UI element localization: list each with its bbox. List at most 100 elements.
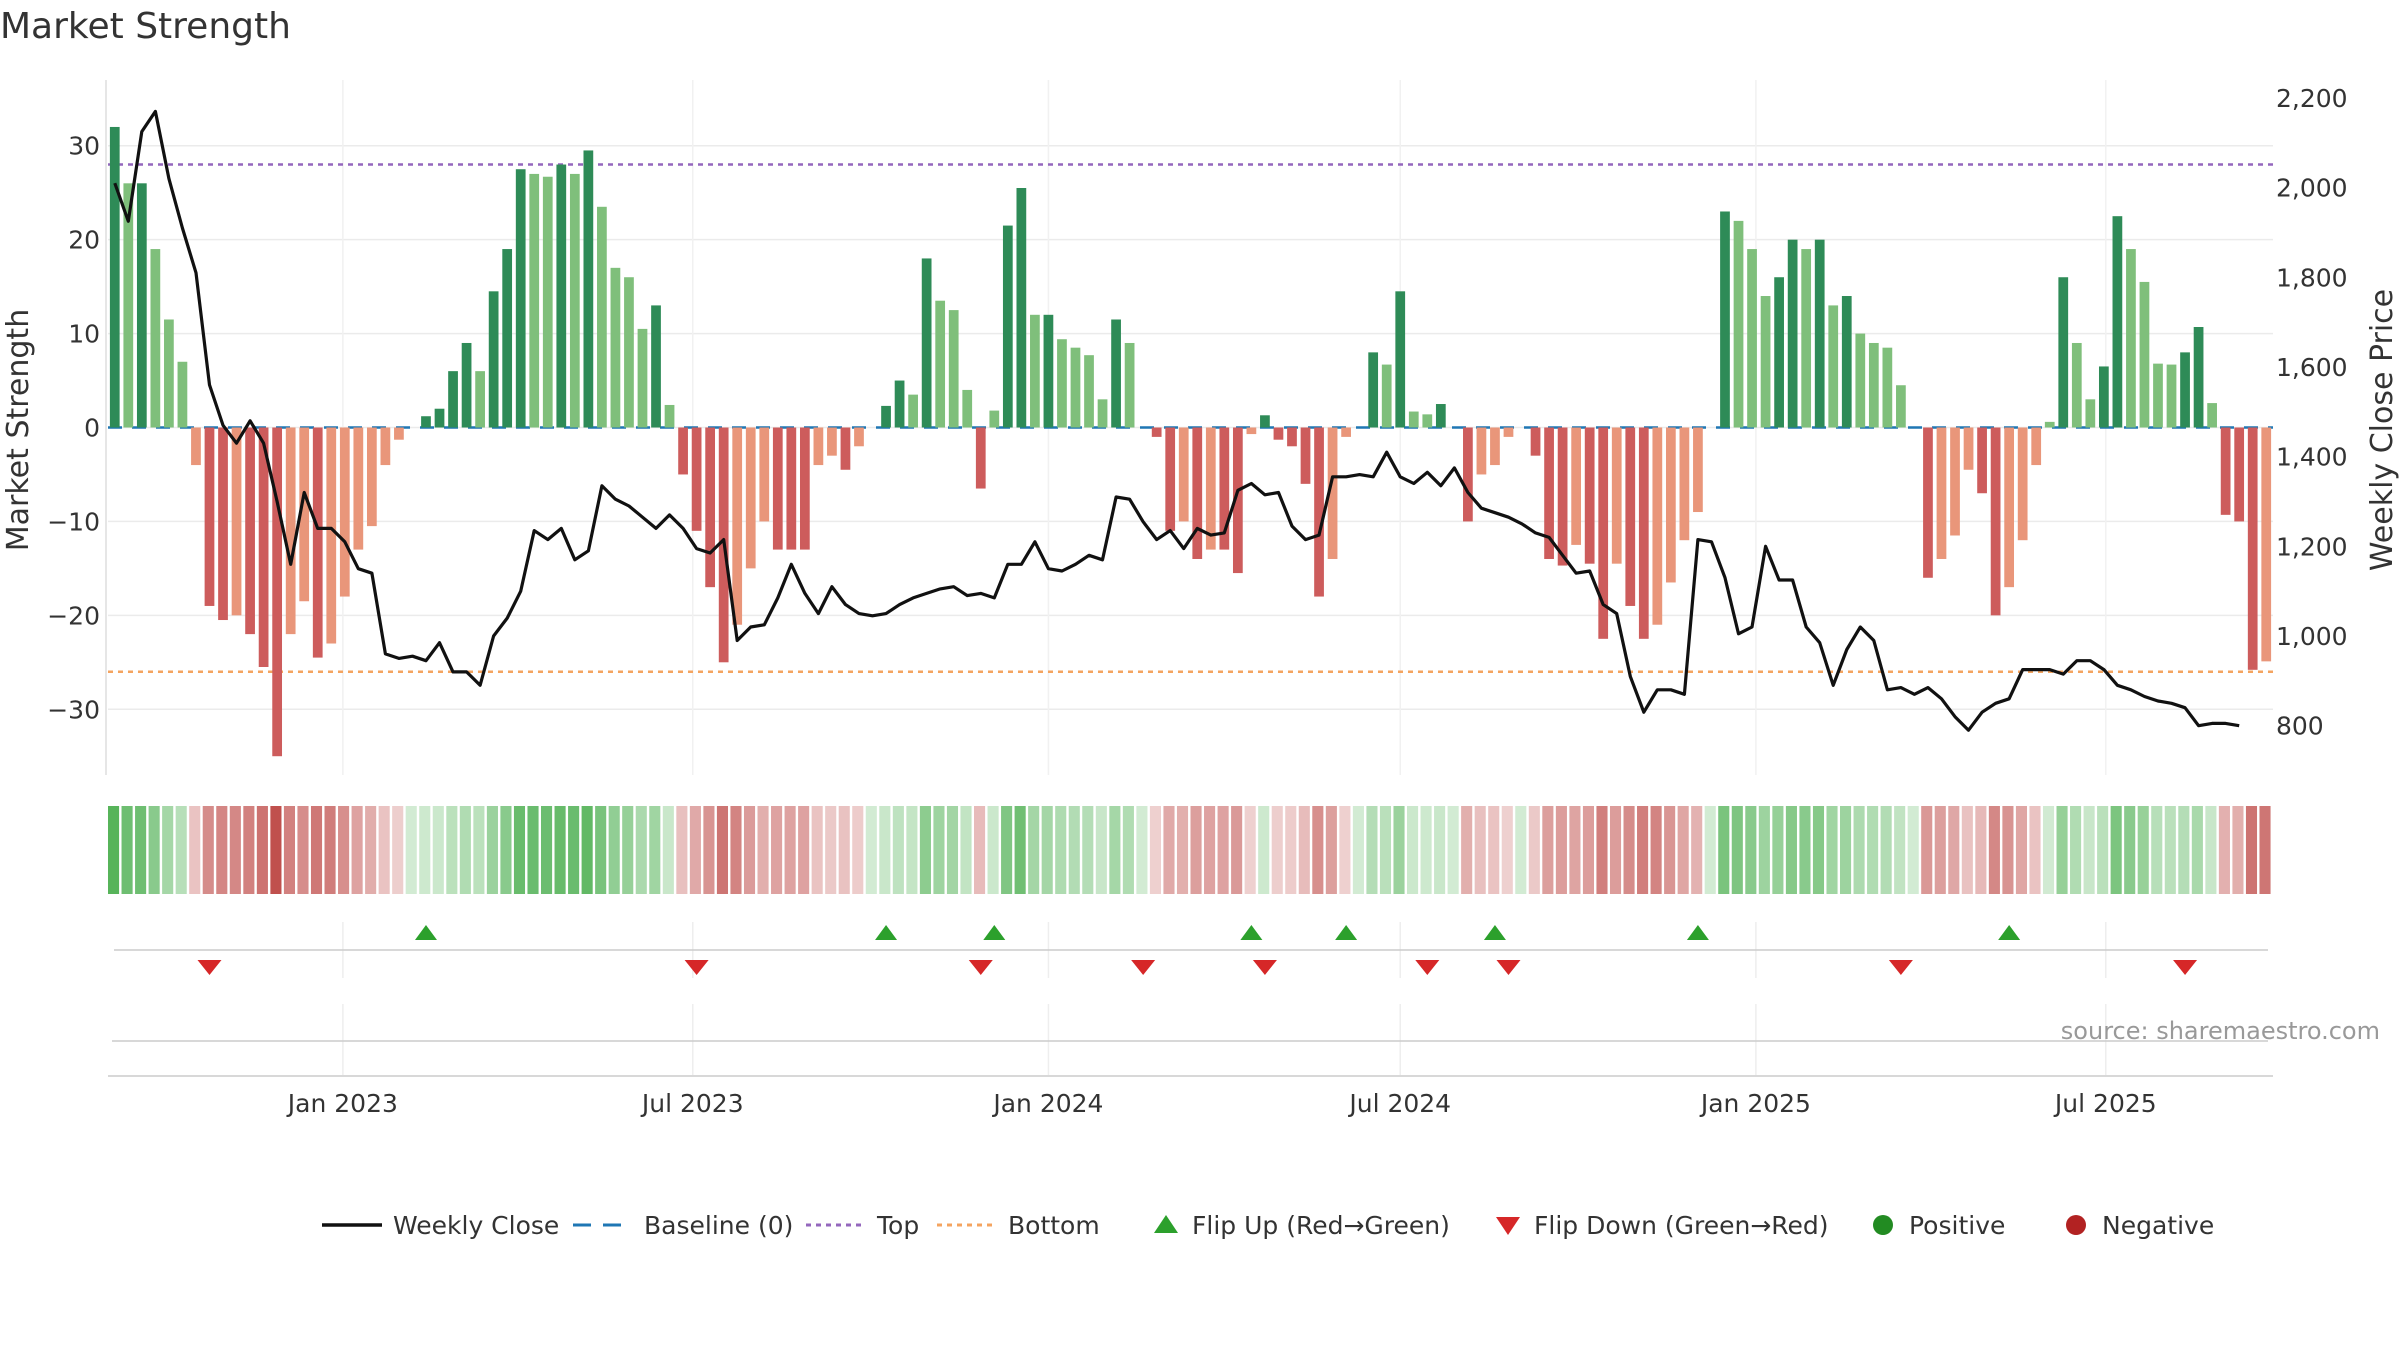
strength-bar: [2071, 342, 2082, 428]
heat-cell: [2124, 806, 2136, 894]
heat-cell: [1650, 806, 1662, 894]
left-tick-label: 0: [84, 414, 100, 443]
heat-cell: [1501, 806, 1513, 894]
heat-cell: [1677, 806, 1689, 894]
heat-cell: [1055, 806, 1067, 894]
strength-bar: [1287, 427, 1297, 447]
heat-cell: [1609, 806, 1622, 894]
strength-bar: [312, 427, 323, 658]
left-axis-ticks: 30 20 10 0 −10 −20 −30: [47, 132, 100, 725]
flip-down-marker: [1415, 960, 1440, 975]
strength-bar: [1314, 427, 1324, 597]
heat-cell: [1745, 806, 1757, 894]
strength-bar: [2098, 366, 2109, 428]
strength-bar: [1463, 427, 1473, 522]
strength-bar: [326, 427, 337, 644]
strength-bar: [1205, 427, 1216, 550]
legend-item-positive: Positive: [1873, 1211, 2005, 1240]
flip-up-marker: [1686, 925, 1709, 940]
strength-bar: [1084, 355, 1094, 428]
heat-cell: [297, 806, 309, 894]
strength-bar: [664, 404, 675, 428]
right-axis-ticks: 2,200 2,000 1,800 1,600 1,400 1,200 1,000 800: [2276, 84, 2348, 741]
strength-bar: [1584, 427, 1595, 564]
heat-cell: [1271, 806, 1283, 894]
strength-bar: [1747, 249, 1757, 428]
strength-bar: [448, 371, 458, 428]
heat-cell: [1231, 806, 1243, 894]
heat-cell: [838, 806, 850, 894]
heat-cell: [1420, 806, 1432, 894]
heat-cell: [608, 806, 620, 894]
strength-bar: [1327, 427, 1338, 559]
heat-cell: [378, 806, 390, 894]
strength-bar: [1111, 319, 1121, 428]
left-tick-label: −30: [47, 695, 100, 724]
strength-bar: [1557, 427, 1568, 566]
strength-bar: [2044, 421, 2055, 428]
heat-cell: [1109, 806, 1121, 894]
heat-cell: [1407, 806, 1419, 894]
heat-cell: [351, 806, 363, 894]
heat-cell: [689, 806, 701, 894]
strength-bar: [1503, 427, 1514, 437]
legend-label: Negative: [2102, 1211, 2214, 1240]
strength-bar: [1882, 347, 1893, 428]
strength-bar: [1002, 225, 1013, 428]
x-axis-ticks: Jan 2023 Jul 2023 Jan 2024 Jul 2024 Jan 2025…: [286, 1089, 2157, 1118]
strength-bar: [678, 427, 688, 475]
right-tick-label: 800: [2276, 712, 2324, 741]
flip-up-marker: [1998, 925, 2021, 940]
strength-bar: [1693, 427, 1703, 513]
strength-bar: [2126, 249, 2136, 428]
heat-cell: [662, 806, 674, 894]
heat-cell: [568, 806, 580, 894]
strength-bar: [705, 427, 716, 588]
right-tick-label: 1,800: [2276, 263, 2348, 292]
heat-cell: [1488, 806, 1500, 894]
flip-down-marker: [2173, 960, 2198, 975]
strength-bar: [380, 427, 391, 466]
left-tick-label: 10: [68, 320, 100, 349]
legend-item-baseline: Baseline (0): [573, 1211, 793, 1240]
heat-cell: [1664, 806, 1676, 894]
heat-cell: [2042, 806, 2055, 894]
heat-cell: [2178, 806, 2190, 894]
heat-cell: [933, 806, 945, 894]
strength-bar: [908, 394, 918, 428]
left-tick-label: −10: [47, 507, 100, 536]
strength-bar: [989, 410, 1000, 428]
heat-cell: [1190, 806, 1202, 894]
strength-bar: [461, 342, 472, 428]
heat-cell: [500, 806, 512, 894]
strength-bar: [1219, 427, 1230, 550]
strength-bar: [1665, 427, 1676, 583]
strength-bar: [1950, 427, 1960, 536]
heat-cell: [906, 806, 918, 894]
heat-cell: [1934, 806, 1946, 894]
heat-cell: [473, 806, 485, 894]
flip-down-marker: [684, 960, 709, 975]
strength-bar: [921, 258, 932, 428]
strength-bar: [1963, 427, 1974, 470]
strength-bar: [529, 173, 540, 428]
strength-bar: [1855, 333, 1866, 428]
strength-bar: [1733, 220, 1744, 428]
heat-cell: [716, 806, 729, 894]
flip-up-marker: [983, 925, 1006, 940]
strength-bar: [150, 249, 161, 428]
heat-cell: [1122, 806, 1134, 894]
strength-bar: [1896, 385, 1906, 428]
heat-cell: [1961, 806, 1973, 894]
strength-bar: [1070, 347, 1081, 428]
heat-cell: [2097, 806, 2109, 894]
strength-bar: [502, 249, 513, 428]
strength-bar: [1774, 277, 1784, 428]
strength-bar: [1260, 415, 1270, 428]
heat-cell: [216, 806, 228, 894]
strength-bar: [1990, 427, 2001, 616]
strength-bar: [488, 291, 499, 428]
strength-bar: [813, 427, 824, 466]
strength-bar: [1611, 427, 1622, 564]
strength-bar: [772, 427, 783, 550]
